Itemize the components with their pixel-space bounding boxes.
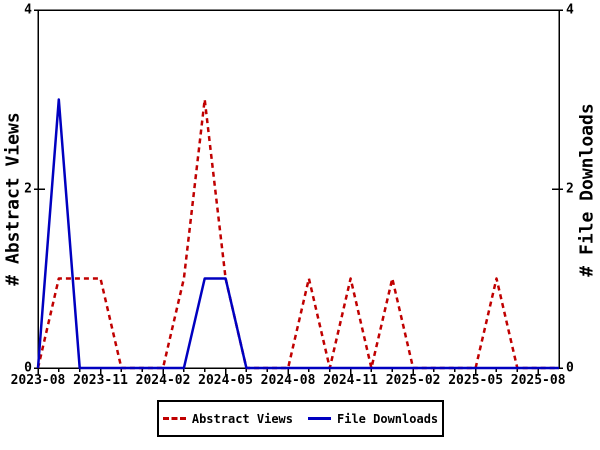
legend-item-abstract-views: Abstract Views — [162, 411, 293, 426]
legend-label-file-downloads: File Downloads — [337, 411, 439, 426]
svg-text:2: 2 — [24, 182, 32, 197]
svg-text:2025-05: 2025-05 — [448, 373, 503, 388]
svg-text:2024-05: 2024-05 — [198, 373, 253, 388]
svg-text:0: 0 — [24, 361, 32, 376]
svg-text:2024-11: 2024-11 — [323, 373, 378, 388]
right-axis-title: # File Downloads — [576, 103, 598, 277]
left-axis-title: # Abstract Views — [2, 112, 24, 286]
svg-text:2023-11: 2023-11 — [73, 373, 128, 388]
svg-text:4: 4 — [566, 3, 574, 18]
abstract-views-line-sample — [162, 417, 186, 420]
legend-label-abstract-views: Abstract Views — [191, 411, 293, 426]
svg-text:2023-08: 2023-08 — [11, 373, 66, 388]
svg-text:2025-08: 2025-08 — [511, 373, 566, 388]
legend: Abstract Views File Downloads — [157, 400, 444, 437]
svg-text:4: 4 — [24, 3, 32, 18]
svg-text:2024-02: 2024-02 — [136, 373, 191, 388]
svg-text:2: 2 — [566, 182, 574, 197]
legend-item-file-downloads: File Downloads — [308, 412, 438, 426]
svg-text:2025-02: 2025-02 — [386, 373, 441, 388]
file-downloads-line-sample — [308, 417, 331, 420]
svg-text:0: 0 — [566, 361, 574, 376]
svg-text:2024-08: 2024-08 — [261, 373, 316, 388]
